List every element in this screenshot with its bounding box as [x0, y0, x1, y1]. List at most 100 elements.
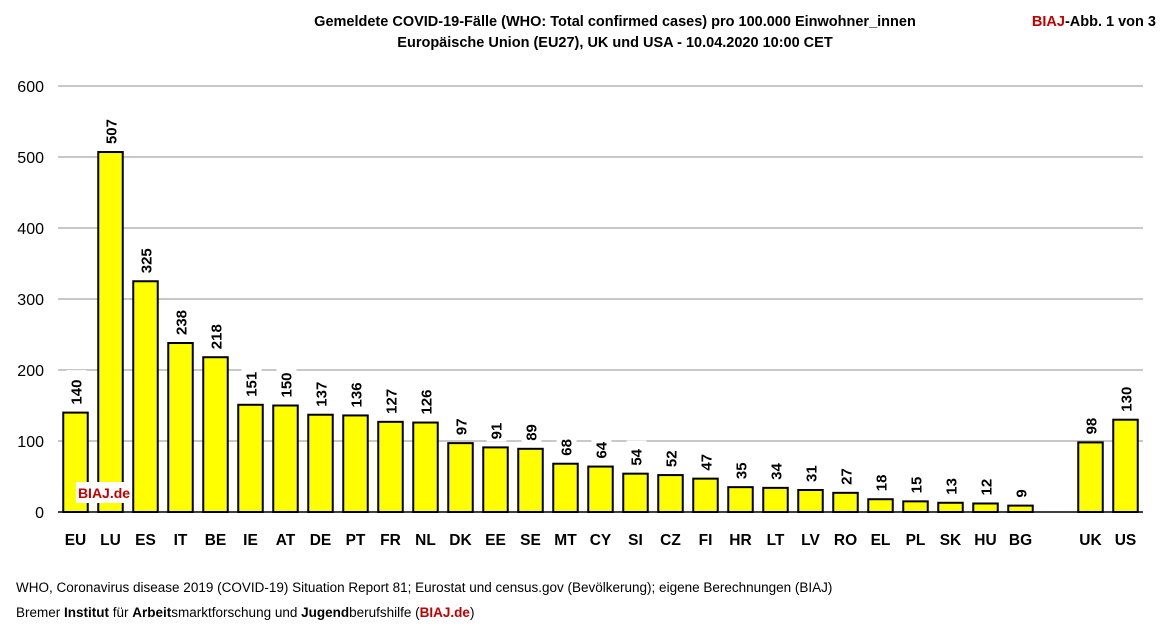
data-label-background [906, 468, 927, 496]
x-tick-label: IT [174, 532, 188, 549]
source-note: WHO, Coronavirus disease 2019 (COVID-19)… [16, 575, 832, 625]
x-tick-label: HR [729, 532, 751, 549]
x-tick-label: CY [590, 532, 612, 549]
data-label-background [451, 410, 472, 438]
x-tick-label: SK [940, 532, 962, 549]
bar [552, 462, 579, 513]
data-label: 27 [839, 468, 856, 485]
data-label-background [171, 300, 192, 338]
axis-ticks: 0 100 200 300 400 500 600 EU LU ES IT BE IE AT DE PT FR N… [17, 79, 1136, 549]
bar [762, 486, 789, 513]
chart-title-line1: Gemeldete COVID-19-Fälle (WHO: Total con… [314, 14, 916, 30]
x-tick-label: AT [276, 532, 296, 549]
badge-brand: BIAJ [1031, 14, 1065, 30]
x-tick-label: LV [801, 532, 820, 549]
bar [1112, 418, 1139, 514]
data-label-background [836, 459, 857, 487]
x-tick-label: PT [346, 532, 366, 549]
data-label-background [381, 379, 402, 416]
data-label: 325 [139, 248, 156, 273]
data-label: 15 [909, 477, 926, 494]
bar [1077, 441, 1104, 514]
bar [657, 474, 684, 513]
y-tick-label: 300 [17, 292, 44, 309]
data-label-background [101, 109, 122, 147]
src-part-3: Arbeit [132, 605, 172, 620]
x-tick-label: UK [1079, 532, 1102, 549]
bar [202, 356, 229, 513]
x-tick-label: US [1115, 532, 1137, 549]
data-label: 137 [314, 382, 331, 407]
y-tick-label: 200 [17, 363, 44, 380]
data-label: 54 [629, 448, 646, 465]
bar [937, 501, 964, 513]
x-tick-label: BE [205, 532, 227, 549]
bar [377, 420, 404, 513]
bar [797, 488, 824, 513]
data-label-background [731, 454, 752, 482]
bar [1007, 504, 1034, 513]
x-tick-label: EE [485, 532, 506, 549]
bar [342, 414, 369, 513]
y-tick-label: 600 [17, 79, 44, 96]
data-labels: 140 507 325 238 218 151 150 137 136 127 126 97 91 89 6… [66, 109, 1137, 500]
data-label-background [661, 442, 682, 470]
y-tick-label: 100 [17, 434, 44, 451]
data-label-background [941, 469, 962, 497]
bar [307, 413, 334, 514]
data-label: 52 [664, 450, 681, 467]
x-tick-label: HU [974, 532, 996, 549]
x-tick-label: EU [65, 532, 87, 549]
figure-badge: BIAJ-Abb. 1 von 3 [1032, 12, 1156, 33]
data-label: 91 [489, 423, 506, 440]
data-label: 218 [209, 324, 226, 349]
x-tick-label: LT [767, 532, 785, 549]
data-label-background [591, 433, 612, 461]
src-part-0: Bremer [16, 605, 65, 620]
x-tick-label: BG [1009, 532, 1032, 549]
data-label: 18 [874, 475, 891, 492]
data-label: 64 [594, 441, 611, 458]
bar [412, 421, 439, 514]
watermark-text: BIAJ.de [78, 485, 130, 501]
bar [132, 280, 159, 513]
bar [867, 498, 894, 514]
watermark: BIAJ.de [76, 482, 132, 503]
data-label: 98 [1084, 418, 1101, 435]
source-line2: Bremer Institut für Arbeitsmarktforschun… [16, 600, 832, 625]
data-label: 35 [734, 462, 751, 479]
data-label-background [1116, 377, 1137, 414]
bar [517, 447, 544, 513]
data-label-background [871, 466, 892, 494]
x-tick-label: NL [415, 532, 436, 549]
data-label: 151 [244, 372, 261, 397]
x-tick-label: FI [699, 532, 713, 549]
data-label-background [346, 372, 367, 410]
data-label: 47 [699, 454, 716, 471]
bar [97, 151, 124, 513]
x-tick-label: DE [310, 532, 332, 549]
data-label-background [416, 380, 437, 417]
x-tick-label: MT [554, 532, 577, 549]
x-tick-label: ES [135, 532, 156, 549]
x-tick-label: IE [243, 532, 258, 549]
x-tick-label: SI [628, 532, 643, 549]
bar [622, 472, 649, 514]
watermark-background [76, 482, 132, 503]
data-label: 97 [454, 418, 471, 435]
chart-title-line2: Europäische Union (EU27), UK und USA - 1… [397, 35, 833, 51]
data-label: 126 [419, 390, 436, 415]
data-label: 9 [1014, 489, 1031, 497]
bar [832, 491, 859, 513]
y-tick-label: 500 [17, 150, 44, 167]
data-label-background [556, 430, 577, 458]
data-label-background [696, 445, 717, 473]
source-line1: WHO, Coronavirus disease 2019 (COVID-19)… [16, 580, 833, 595]
data-label: 31 [804, 465, 821, 482]
data-label-background [276, 363, 297, 400]
data-label: 238 [174, 310, 191, 335]
x-tick-label: EL [871, 532, 891, 549]
data-label: 127 [384, 389, 401, 414]
data-label-background [66, 370, 87, 407]
